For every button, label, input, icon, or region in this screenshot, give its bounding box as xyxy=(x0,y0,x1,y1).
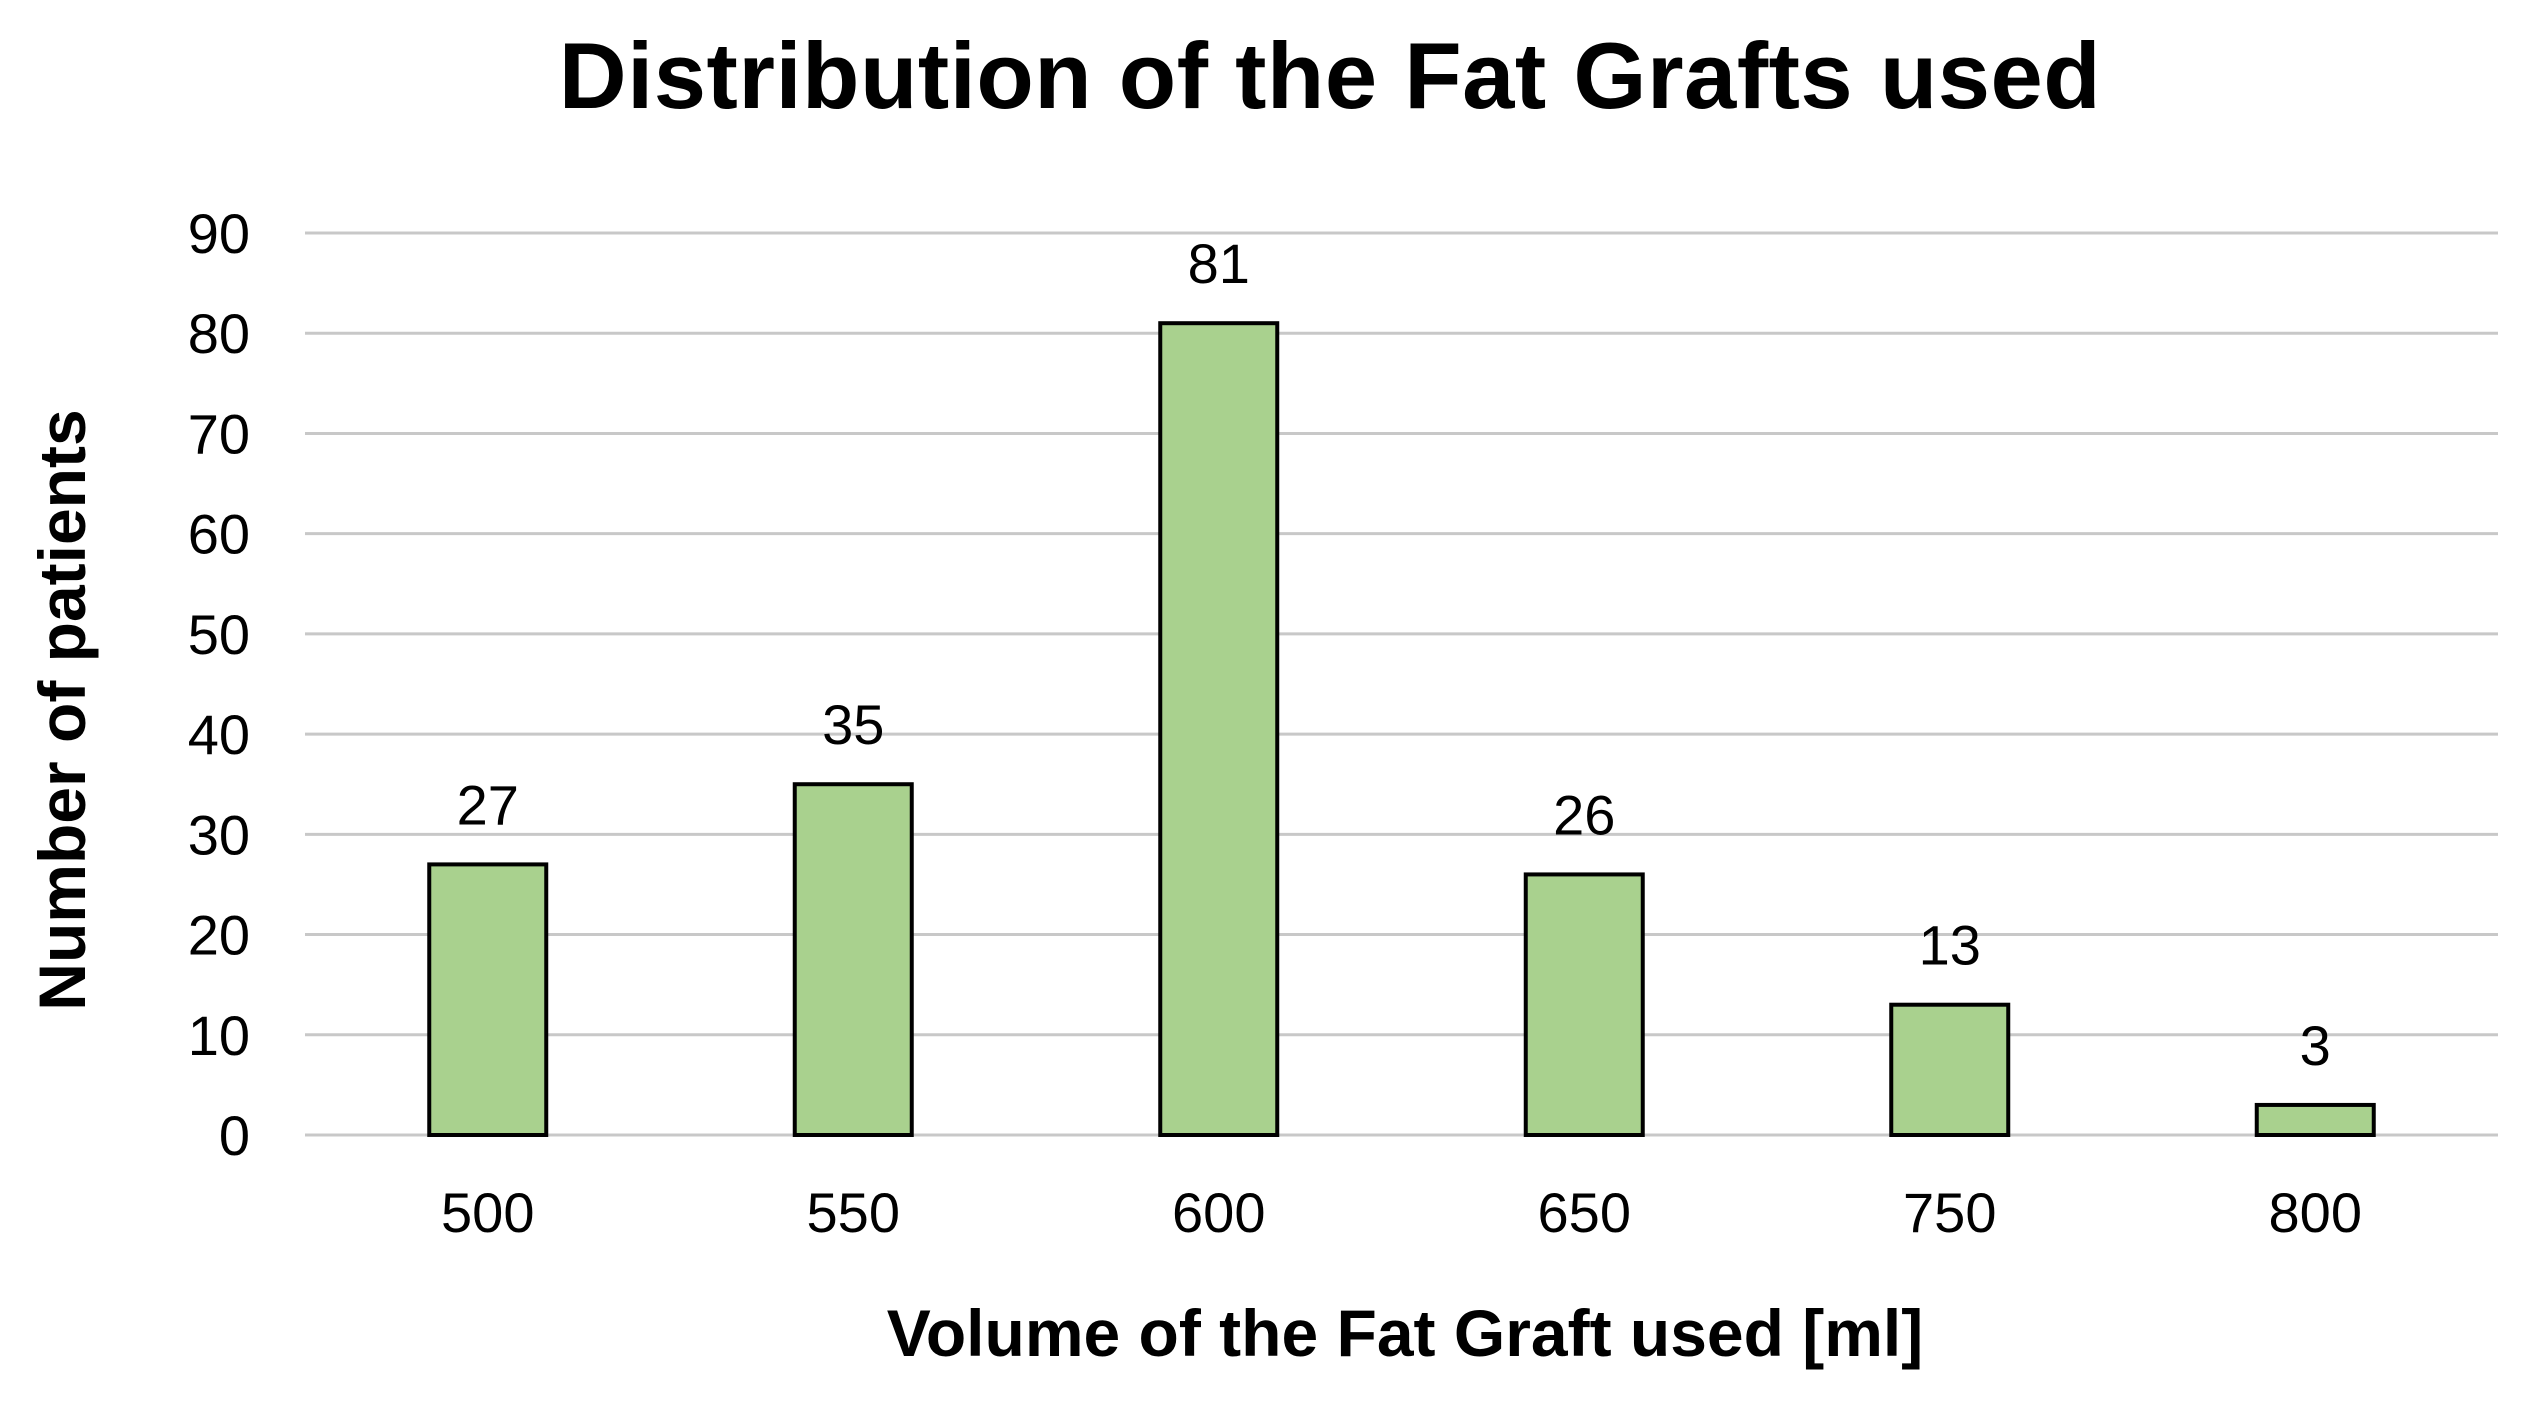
y-axis-label: Number of patients xyxy=(25,409,99,1011)
x-tick-label: 800 xyxy=(2269,1181,2362,1244)
y-tick-label: 40 xyxy=(188,703,250,766)
x-tick-label: 500 xyxy=(441,1181,534,1244)
y-tick-label: 20 xyxy=(188,904,250,967)
y-tick-label: 0 xyxy=(219,1104,250,1167)
x-tick-label: 750 xyxy=(1903,1181,1996,1244)
y-tick-label: 30 xyxy=(188,803,250,866)
bar xyxy=(1523,872,1645,1138)
y-tick-label: 10 xyxy=(188,1004,250,1067)
data-label: 81 xyxy=(1188,232,1250,295)
y-tick-label: 60 xyxy=(188,503,250,566)
data-label: 27 xyxy=(457,773,519,836)
bar xyxy=(427,862,549,1138)
data-label: 3 xyxy=(2300,1014,2331,1077)
data-label: 35 xyxy=(822,693,884,756)
chart-title: Distribution of the Fat Grafts used xyxy=(558,23,2102,128)
x-tick-label: 600 xyxy=(1172,1181,1265,1244)
y-tick-label: 70 xyxy=(188,402,250,465)
y-tick-label: 50 xyxy=(188,603,250,666)
x-tick-label: 550 xyxy=(807,1181,900,1244)
data-label: 13 xyxy=(1919,914,1981,977)
bar xyxy=(2254,1102,2376,1138)
x-axis-label: Volume of the Fat Graft used [ml] xyxy=(886,1296,1924,1370)
y-tick-label: 90 xyxy=(188,202,250,265)
bar xyxy=(1889,1002,2011,1138)
bar xyxy=(1158,321,1280,1137)
bar xyxy=(792,782,914,1137)
x-tick-label: 650 xyxy=(1538,1181,1631,1244)
y-tick-label: 80 xyxy=(188,302,250,365)
data-label: 26 xyxy=(1553,783,1615,846)
